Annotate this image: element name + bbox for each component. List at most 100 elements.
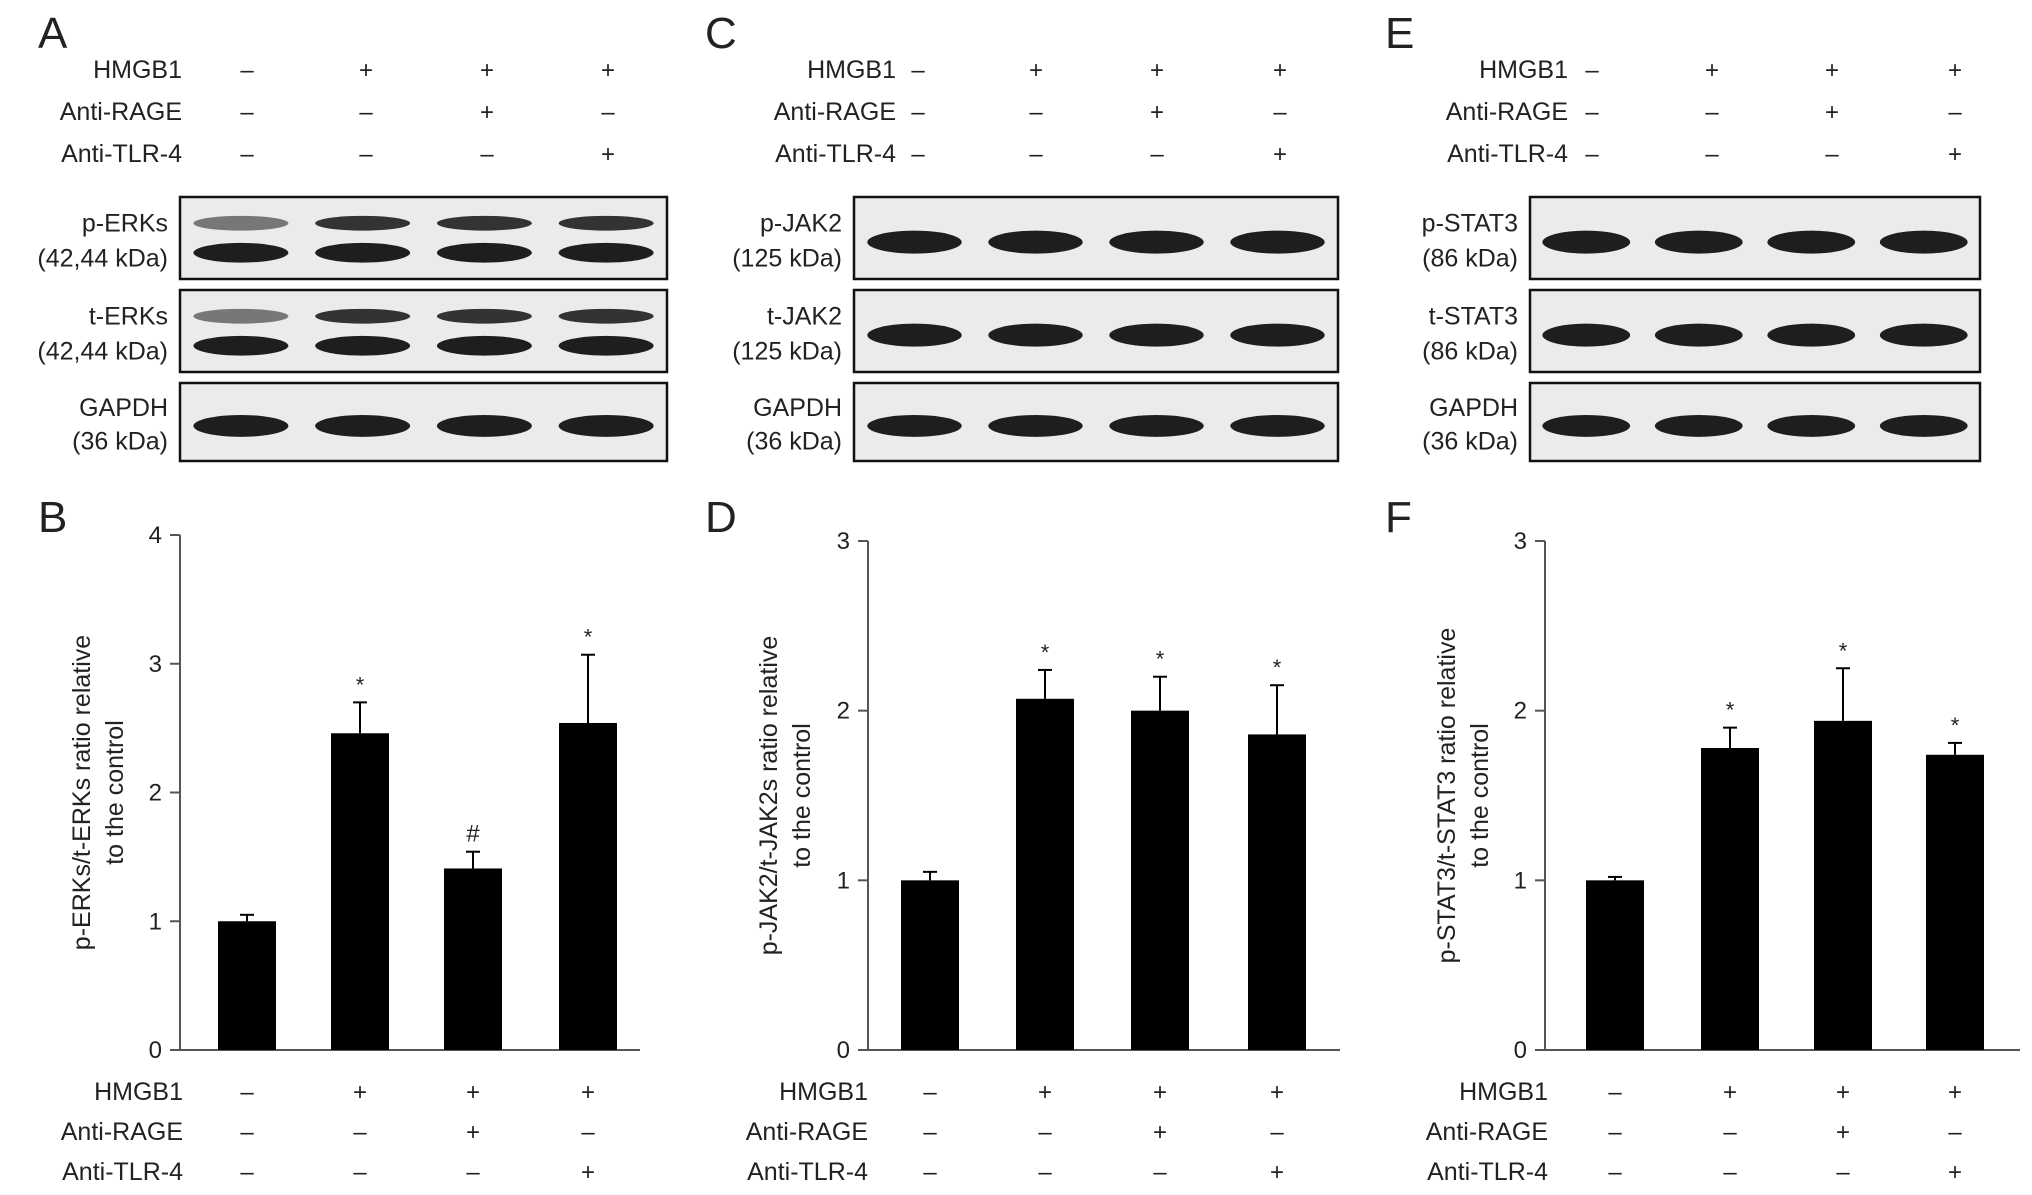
blot-label: p-ERKs bbox=[82, 209, 168, 237]
treatment-sign: + bbox=[1836, 1079, 1850, 1106]
y-tick-label: 2 bbox=[837, 698, 850, 725]
y-tick-label: 3 bbox=[1514, 528, 1527, 555]
bar-chart-d: D 0 1 2 3 p-JAK2/t-JAK2s ratio relative to the… bbox=[705, 493, 1340, 1186]
treatment-sign: – bbox=[923, 1079, 937, 1106]
blot-label: t-ERKs bbox=[89, 302, 168, 330]
band-upper bbox=[315, 215, 411, 231]
band-upper bbox=[436, 308, 532, 324]
bar-chart-f: F 0 1 2 3 p-STAT3/t-STAT3 ratio relative to th… bbox=[1385, 493, 2020, 1186]
bar bbox=[901, 880, 959, 1050]
significance-mark: # bbox=[466, 821, 480, 848]
blot-image bbox=[852, 195, 1340, 281]
blot-label: p-JAK2 bbox=[760, 209, 842, 237]
treatment-sign: + bbox=[1270, 1079, 1284, 1106]
band-lower bbox=[315, 242, 411, 263]
band-lower bbox=[193, 335, 289, 356]
band bbox=[558, 414, 654, 437]
panel-letter: D bbox=[705, 493, 737, 542]
blot-label: (86 kDa) bbox=[1422, 245, 1518, 273]
band-upper bbox=[558, 308, 654, 324]
treatment-sign: – bbox=[1836, 1159, 1850, 1186]
treatment-sign: + bbox=[1029, 57, 1043, 84]
significance-mark: * bbox=[356, 672, 365, 697]
treatment-sign: + bbox=[601, 57, 615, 84]
y-axis-label: p-JAK2/t-JAK2s ratio relative bbox=[755, 636, 783, 956]
band-lower bbox=[558, 242, 654, 263]
band bbox=[988, 323, 1083, 347]
blot-label: (125 kDa) bbox=[732, 338, 842, 366]
y-tick-label: 3 bbox=[149, 651, 162, 678]
band bbox=[1230, 230, 1325, 254]
significance-mark: * bbox=[1273, 655, 1282, 680]
bar bbox=[218, 921, 276, 1050]
blot-label: (42,44 kDa) bbox=[37, 245, 168, 273]
treatment-label: Anti-TLR-4 bbox=[61, 140, 182, 168]
band bbox=[1879, 414, 1968, 437]
band bbox=[867, 323, 962, 347]
y-tick-label: 2 bbox=[1514, 698, 1527, 725]
y-tick-label: 2 bbox=[149, 780, 162, 807]
treatment-sign: – bbox=[240, 57, 254, 84]
treatment-sign: – bbox=[1705, 99, 1719, 126]
treatment-sign: + bbox=[1948, 1159, 1962, 1186]
blot-label: GAPDH bbox=[1429, 394, 1518, 422]
treatment-sign: – bbox=[911, 141, 925, 168]
treatment-sign: – bbox=[1948, 99, 1962, 126]
blot-label: p-STAT3 bbox=[1422, 209, 1518, 237]
treatment-sign: – bbox=[240, 99, 254, 126]
blot-panel-a: A HMGB1 – + + + Anti-RAGE – – + – Anti-TLR-4 – – – + p-E… bbox=[37, 9, 669, 463]
treatment-sign: + bbox=[1150, 99, 1164, 126]
treatment-sign: – bbox=[1608, 1119, 1622, 1146]
treatment-sign: – bbox=[923, 1119, 937, 1146]
panel-letter: F bbox=[1385, 493, 1412, 542]
treatment-sign: + bbox=[1948, 57, 1962, 84]
band bbox=[1654, 230, 1743, 254]
significance-mark: * bbox=[1156, 647, 1165, 672]
y-axis-label: p-ERKs/t-ERKs ratio relative bbox=[68, 635, 96, 950]
blot-image bbox=[852, 288, 1340, 374]
treatment-label: HMGB1 bbox=[93, 56, 182, 84]
treatment-sign: + bbox=[1836, 1119, 1850, 1146]
blot-label: (86 kDa) bbox=[1422, 338, 1518, 366]
treatment-sign: + bbox=[1948, 141, 1962, 168]
y-tick-label: 1 bbox=[149, 908, 162, 935]
treatment-sign: – bbox=[1608, 1159, 1622, 1186]
bar bbox=[444, 868, 502, 1050]
treatment-label: Anti-TLR-4 bbox=[1447, 140, 1568, 168]
band-lower bbox=[315, 335, 411, 356]
significance-mark: * bbox=[1726, 698, 1735, 723]
blot-label: (36 kDa) bbox=[72, 427, 168, 455]
band bbox=[1109, 323, 1204, 347]
treatment-sign: + bbox=[1270, 1159, 1284, 1186]
band bbox=[1879, 230, 1968, 254]
bar bbox=[1248, 734, 1306, 1050]
blot-image bbox=[1528, 288, 1982, 374]
blot-label: (36 kDa) bbox=[746, 427, 842, 455]
bar bbox=[1701, 747, 1759, 1050]
treatment-sign: – bbox=[359, 99, 373, 126]
band bbox=[1767, 230, 1856, 254]
band-upper bbox=[193, 215, 289, 231]
band bbox=[1230, 323, 1325, 347]
y-tick-label: 1 bbox=[1514, 867, 1527, 894]
treatment-sign: – bbox=[359, 141, 373, 168]
treatment-label: Anti-RAGE bbox=[1446, 98, 1568, 126]
panel-letter: A bbox=[38, 9, 68, 58]
treatment-sign: – bbox=[923, 1159, 937, 1186]
band bbox=[436, 414, 532, 437]
band bbox=[1109, 414, 1204, 437]
treatment-sign: – bbox=[466, 1159, 480, 1186]
band bbox=[1109, 230, 1204, 254]
treatment-sign: + bbox=[359, 57, 373, 84]
band bbox=[1542, 230, 1631, 254]
y-axis-label: to the control bbox=[101, 720, 129, 865]
bar bbox=[559, 722, 617, 1050]
blot-image bbox=[1528, 381, 1982, 463]
treatment-sign: + bbox=[480, 57, 494, 84]
treatment-sign: – bbox=[1825, 141, 1839, 168]
y-tick-label: 4 bbox=[149, 522, 162, 549]
band bbox=[1654, 414, 1743, 437]
band bbox=[988, 414, 1083, 437]
y-axis-label: to the control bbox=[1466, 723, 1494, 868]
